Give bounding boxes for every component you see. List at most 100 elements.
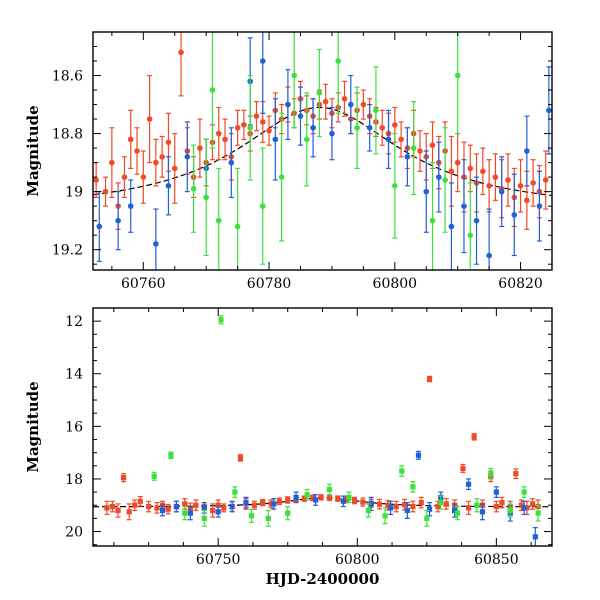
data-point xyxy=(221,503,227,513)
data-point xyxy=(465,478,472,491)
data-point xyxy=(127,109,134,170)
data-point xyxy=(259,147,266,265)
data-point xyxy=(293,491,299,504)
data-point xyxy=(530,159,536,207)
data-point xyxy=(228,127,235,199)
data-point xyxy=(109,127,115,199)
data-point xyxy=(488,467,494,480)
data-point xyxy=(316,48,323,138)
data-point xyxy=(241,109,247,140)
y-tick-label: 16 xyxy=(65,419,83,435)
data-point xyxy=(234,167,241,270)
data-point xyxy=(159,135,165,178)
data-point xyxy=(401,498,408,511)
data-point xyxy=(285,496,291,504)
y-tick-label: 18 xyxy=(65,472,83,488)
data-point xyxy=(201,509,207,527)
data-point xyxy=(165,156,172,216)
data-point xyxy=(121,473,127,483)
data-point xyxy=(486,159,492,213)
data-point xyxy=(215,505,221,518)
x-tick-label: 60850 xyxy=(474,552,519,568)
data-point xyxy=(505,153,511,207)
data-point xyxy=(268,499,274,509)
data-point xyxy=(410,101,417,196)
data-point xyxy=(243,496,249,509)
data-point xyxy=(171,132,178,204)
data-point xyxy=(259,32,266,114)
data-point xyxy=(404,127,411,187)
data-point xyxy=(253,101,260,132)
data-point xyxy=(360,497,366,507)
data-point xyxy=(373,66,379,155)
plot-area xyxy=(93,32,552,270)
data-point xyxy=(278,112,285,242)
series-0 xyxy=(93,32,549,230)
data-point xyxy=(109,500,116,513)
data-point xyxy=(146,74,153,164)
series-2 xyxy=(190,32,474,270)
data-point xyxy=(521,500,527,516)
data-point xyxy=(272,98,279,181)
data-point xyxy=(153,208,159,270)
data-point xyxy=(335,32,342,114)
data-point xyxy=(427,502,433,517)
x-tick-label: 60800 xyxy=(335,552,380,568)
data-point xyxy=(121,156,128,199)
data-point xyxy=(326,483,333,496)
data-point xyxy=(379,109,386,146)
data-point xyxy=(542,150,549,210)
data-point xyxy=(398,121,404,158)
data-point xyxy=(248,508,255,523)
data-point xyxy=(310,98,316,158)
data-point xyxy=(193,499,199,512)
data-point xyxy=(312,494,319,506)
data-point xyxy=(417,130,423,172)
data-point xyxy=(329,106,335,161)
data-point xyxy=(388,500,394,516)
data-point xyxy=(524,115,530,187)
data-point xyxy=(423,150,430,233)
plot-area xyxy=(93,315,552,546)
data-point xyxy=(140,150,147,204)
data-point xyxy=(354,86,360,170)
data-point xyxy=(376,498,383,510)
data-point xyxy=(322,83,329,120)
data-point xyxy=(340,495,346,508)
data-point xyxy=(429,121,436,170)
data-point xyxy=(474,498,480,513)
data-point xyxy=(351,496,358,505)
data-point xyxy=(341,80,348,117)
data-point xyxy=(410,480,416,493)
data-point xyxy=(471,433,477,441)
data-point xyxy=(153,138,159,187)
data-point xyxy=(190,144,197,233)
data-point xyxy=(285,69,291,140)
y-tick-label: 18.6 xyxy=(52,69,83,85)
data-point xyxy=(347,74,354,135)
data-point xyxy=(529,498,536,510)
data-point xyxy=(104,500,110,516)
data-point xyxy=(460,463,466,473)
data-point xyxy=(511,173,518,257)
data-point xyxy=(536,170,543,242)
data-point xyxy=(102,176,109,207)
data-point xyxy=(399,465,405,477)
data-point xyxy=(546,66,552,155)
y-tick-label: 20 xyxy=(65,525,83,541)
data-point xyxy=(184,121,191,193)
data-point xyxy=(178,32,184,97)
data-point xyxy=(424,509,430,527)
data-point xyxy=(168,451,174,460)
data-point xyxy=(365,503,371,518)
data-point xyxy=(513,468,519,480)
data-point xyxy=(454,505,461,521)
data-point xyxy=(385,109,392,170)
data-point xyxy=(222,118,228,161)
data-point xyxy=(197,118,203,178)
data-point xyxy=(415,450,422,460)
data-point xyxy=(492,153,499,201)
data-point xyxy=(382,507,388,525)
data-point xyxy=(165,503,171,515)
x-tick-label: 60760 xyxy=(121,276,166,292)
